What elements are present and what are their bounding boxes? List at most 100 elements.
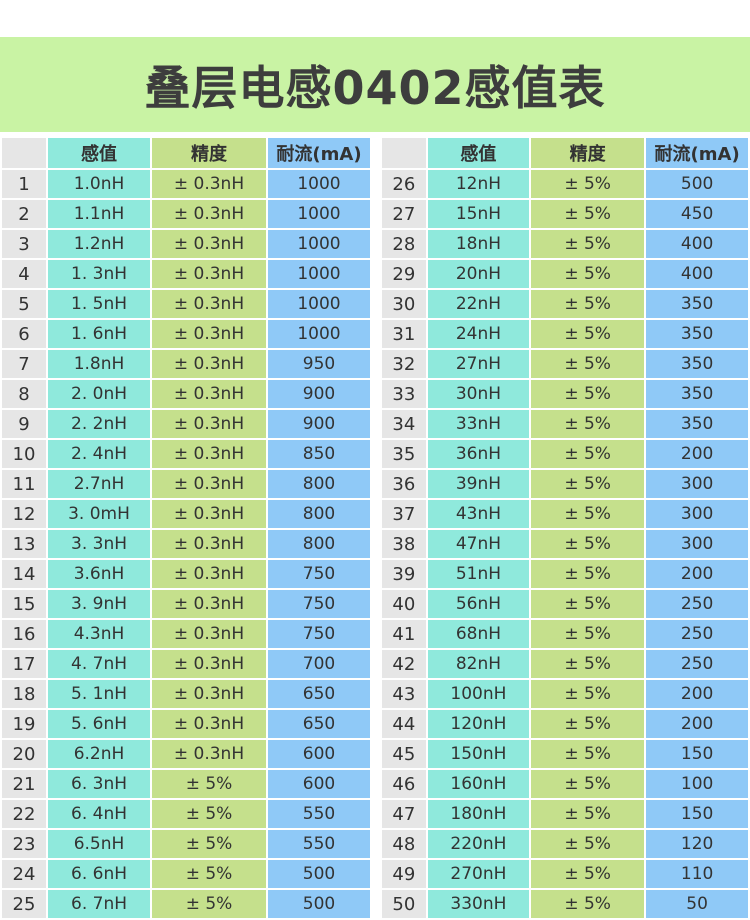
inductance-cell: 5. 6nH xyxy=(48,710,150,738)
tolerance-cell: ± 5% xyxy=(531,740,645,768)
current-cell: 150 xyxy=(646,740,748,768)
current-cell: 600 xyxy=(268,770,370,798)
tolerance-cell: ± 5% xyxy=(531,770,645,798)
table-row: 16 4.3nH ± 0.3nH 750 xyxy=(2,620,370,648)
row-index-cell: 36 xyxy=(382,470,426,498)
current-cell: 850 xyxy=(268,440,370,468)
table-row: 13 3. 3nH ± 0.3nH 800 xyxy=(2,530,370,558)
current-cell: 600 xyxy=(268,740,370,768)
row-index-cell: 37 xyxy=(382,500,426,528)
current-cell: 200 xyxy=(646,440,748,468)
row-index-cell: 42 xyxy=(382,650,426,678)
tolerance-cell: ± 0.3nH xyxy=(152,410,266,438)
current-cell: 1000 xyxy=(268,200,370,228)
tolerance-cell: ± 0.3nH xyxy=(152,560,266,588)
tolerance-cell: ± 5% xyxy=(531,890,645,918)
inductor-table-left: 感值 精度 耐流(mA) 1 1.0nH ± 0.3nH 1000 2 1.1nH ± 0.… xyxy=(0,136,372,920)
table-row: 30 22nH ± 5% 350 xyxy=(382,290,748,318)
header-index xyxy=(2,138,46,168)
tolerance-cell: ± 5% xyxy=(531,530,645,558)
table-row: 10 2. 4nH ± 0.3nH 850 xyxy=(2,440,370,468)
row-index-cell: 4 xyxy=(2,260,46,288)
table-row: 47 180nH ± 5% 150 xyxy=(382,800,748,828)
tolerance-cell: ± 0.3nH xyxy=(152,230,266,258)
row-index-cell: 39 xyxy=(382,560,426,588)
tolerance-cell: ± 0.3nH xyxy=(152,650,266,678)
tolerance-cell: ± 0.3nH xyxy=(152,620,266,648)
row-index-cell: 17 xyxy=(2,650,46,678)
current-cell: 950 xyxy=(268,350,370,378)
inductance-cell: 6.5nH xyxy=(48,830,150,858)
inductance-cell: 6. 7nH xyxy=(48,890,150,918)
row-index-cell: 49 xyxy=(382,860,426,888)
row-index-cell: 27 xyxy=(382,200,426,228)
inductance-cell: 6.2nH xyxy=(48,740,150,768)
row-index-cell: 28 xyxy=(382,230,426,258)
table-row: 17 4. 7nH ± 0.3nH 700 xyxy=(2,650,370,678)
inductance-cell: 12nH xyxy=(427,170,530,198)
tolerance-cell: ± 5% xyxy=(531,230,645,258)
table-row: 38 47nH ± 5% 300 xyxy=(382,530,748,558)
title-banner: 叠层电感0402感值表 xyxy=(0,37,750,132)
inductance-cell: 6. 4nH xyxy=(48,800,150,828)
tolerance-cell: ± 0.3nH xyxy=(152,170,266,198)
row-index-cell: 20 xyxy=(2,740,46,768)
inductance-cell: 30nH xyxy=(427,380,530,408)
tolerance-cell: ± 5% xyxy=(531,500,645,528)
table-row: 42 82nH ± 5% 250 xyxy=(382,650,748,678)
inductance-cell: 6. 6nH xyxy=(48,860,150,888)
table-row: 36 39nH ± 5% 300 xyxy=(382,470,748,498)
table-row: 40 56nH ± 5% 250 xyxy=(382,590,748,618)
row-index-cell: 11 xyxy=(2,470,46,498)
row-index-cell: 16 xyxy=(2,620,46,648)
current-cell: 650 xyxy=(268,680,370,708)
tolerance-cell: ± 5% xyxy=(531,650,645,678)
row-index-cell: 1 xyxy=(2,170,46,198)
current-cell: 200 xyxy=(646,560,748,588)
current-cell: 700 xyxy=(268,650,370,678)
inductance-cell: 150nH xyxy=(427,740,530,768)
row-index-cell: 26 xyxy=(382,170,426,198)
inductance-cell: 20nH xyxy=(427,260,530,288)
header-inductance: 感值 xyxy=(48,138,150,168)
tolerance-cell: ± 5% xyxy=(531,560,645,588)
tolerance-cell: ± 0.3nH xyxy=(152,380,266,408)
inductance-cell: 6. 3nH xyxy=(48,770,150,798)
inductance-cell: 3. 9nH xyxy=(48,590,150,618)
table-row: 8 2. 0nH ± 0.3nH 900 xyxy=(2,380,370,408)
current-cell: 500 xyxy=(268,860,370,888)
current-cell: 800 xyxy=(268,470,370,498)
tolerance-cell: ± 5% xyxy=(531,380,645,408)
current-cell: 550 xyxy=(268,800,370,828)
tolerance-cell: ± 0.3nH xyxy=(152,350,266,378)
tolerance-cell: ± 5% xyxy=(531,470,645,498)
current-cell: 650 xyxy=(268,710,370,738)
table-row: 31 24nH ± 5% 350 xyxy=(382,320,748,348)
current-cell: 350 xyxy=(646,320,748,348)
row-index-cell: 23 xyxy=(2,830,46,858)
current-cell: 400 xyxy=(646,260,748,288)
table-row: 19 5. 6nH ± 0.3nH 650 xyxy=(2,710,370,738)
row-index-cell: 41 xyxy=(382,620,426,648)
inductor-table-right: 感值 精度 耐流(mA) 26 12nH ± 5% 500 27 15nH ± 5% 450 2… xyxy=(380,136,750,920)
row-index-cell: 15 xyxy=(2,590,46,618)
row-index-cell: 29 xyxy=(382,260,426,288)
tolerance-cell: ± 5% xyxy=(152,860,266,888)
inductance-cell: 51nH xyxy=(427,560,530,588)
table-row: 2 1.1nH ± 0.3nH 1000 xyxy=(2,200,370,228)
inductance-cell: 1.0nH xyxy=(48,170,150,198)
table-row: 37 43nH ± 5% 300 xyxy=(382,500,748,528)
tolerance-cell: ± 5% xyxy=(531,830,645,858)
tolerance-cell: ± 5% xyxy=(531,440,645,468)
row-index-cell: 32 xyxy=(382,350,426,378)
inductance-cell: 1.8nH xyxy=(48,350,150,378)
inductance-cell: 2. 2nH xyxy=(48,410,150,438)
table-row: 7 1.8nH ± 0.3nH 950 xyxy=(2,350,370,378)
row-index-cell: 13 xyxy=(2,530,46,558)
table-row: 21 6. 3nH ± 5% 600 xyxy=(2,770,370,798)
table-row: 25 6. 7nH ± 5% 500 xyxy=(2,890,370,918)
row-index-cell: 5 xyxy=(2,290,46,318)
row-index-cell: 33 xyxy=(382,380,426,408)
inductance-cell: 1. 5nH xyxy=(48,290,150,318)
current-cell: 350 xyxy=(646,350,748,378)
